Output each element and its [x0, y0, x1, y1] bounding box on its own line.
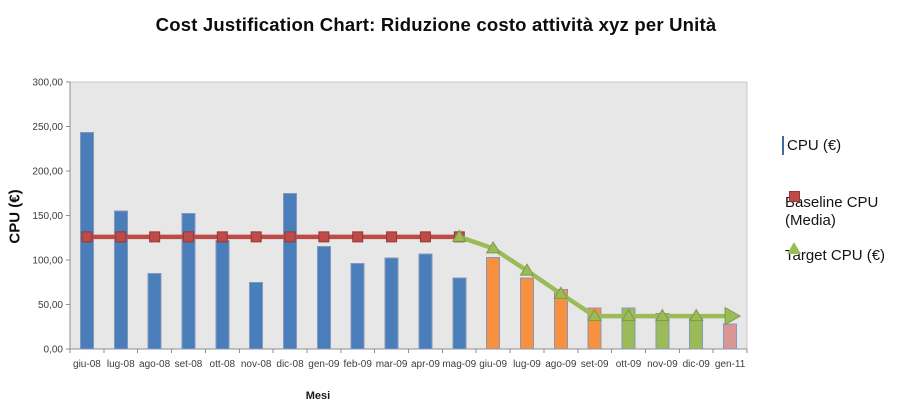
bar-gen-09 — [316, 246, 331, 350]
baseline-marker — [182, 231, 194, 243]
bar-ott-08 — [215, 239, 230, 350]
legend-label-target: Target CPU (€) — [785, 247, 886, 264]
target-marker — [688, 308, 704, 322]
x-tick-label: gen-11 — [715, 359, 746, 370]
bar-feb-09 — [350, 263, 365, 350]
bar-lug-08 — [113, 210, 128, 350]
x-tick-label: ago-08 — [139, 359, 171, 370]
x-tick-label: mar-09 — [376, 359, 408, 370]
x-tick-label: lug-08 — [107, 359, 135, 370]
x-tick-label: ott-08 — [210, 359, 236, 370]
x-tick-label: giu-09 — [479, 359, 507, 370]
x-tick-label: dic-09 — [683, 359, 711, 370]
x-tick-label: nov-09 — [647, 359, 678, 370]
x-tick-label: mag-09 — [442, 359, 476, 370]
y-tick-label: 250,00 — [32, 122, 63, 133]
legend-item-baseline: Baseline CPU (Media) — [782, 191, 915, 230]
x-axis-title: Mesi — [305, 390, 331, 402]
y-tick-label: 200,00 — [32, 167, 63, 178]
baseline-marker — [284, 231, 296, 243]
baseline-marker — [419, 231, 431, 243]
bar-mag-09 — [452, 277, 467, 350]
x-tick-label: set-08 — [175, 359, 203, 370]
y-tick-label: 300,00 — [32, 78, 63, 89]
y-tick-label: 0,00 — [44, 345, 64, 356]
target-marker — [451, 229, 467, 242]
bar-gen-11 — [723, 323, 738, 350]
chart-title: Cost Justification Chart: Riduzione cost… — [155, 14, 717, 35]
bar-apr-09 — [418, 253, 433, 350]
baseline-marker — [216, 231, 228, 243]
bar-mar-09 — [384, 257, 399, 350]
baseline-marker — [318, 231, 330, 243]
x-tick-label: feb-09 — [344, 359, 373, 370]
x-tick-label: apr-09 — [411, 359, 440, 370]
x-tick-label: nov-08 — [241, 359, 272, 370]
target-marker — [553, 286, 569, 299]
bar-lug-09 — [519, 277, 534, 350]
baseline-marker — [352, 231, 364, 243]
y-tick-label: 50,00 — [38, 300, 63, 311]
target-marker — [654, 308, 670, 322]
bar-dic-08 — [283, 192, 298, 350]
y-tick-label: 150,00 — [32, 211, 63, 222]
x-tick-label: dic-08 — [276, 359, 304, 370]
target-marker — [519, 263, 535, 276]
legend-item-target: Target CPU (€) — [782, 242, 886, 265]
target-end-arrow-icon — [724, 306, 742, 326]
x-tick-label: ago-09 — [545, 359, 577, 370]
baseline-marker — [149, 231, 161, 243]
legend-label-baseline: Baseline CPU (Media) — [785, 194, 879, 229]
x-tick-label: lug-09 — [513, 359, 541, 370]
baseline-marker — [115, 231, 127, 243]
plot-background — [69, 81, 748, 350]
target-marker — [485, 240, 501, 254]
x-tick-label: giu-08 — [73, 359, 101, 370]
bar-set-08 — [181, 213, 196, 350]
y-tick-label: 100,00 — [32, 256, 63, 267]
bar-nov-08 — [249, 281, 264, 350]
baseline-marker — [386, 231, 398, 243]
legend-swatch-cpu-icon — [782, 136, 784, 155]
legend-label-cpu: CPU (€) — [787, 137, 842, 154]
baseline-marker — [250, 231, 262, 243]
bar-ago-08 — [147, 272, 162, 350]
baseline-marker — [81, 231, 93, 243]
target-marker — [587, 308, 603, 322]
x-tick-label: ott-09 — [616, 359, 642, 370]
x-tick-label: gen-09 — [308, 359, 340, 370]
target-marker — [621, 308, 636, 322]
bar-giu-09 — [486, 256, 501, 350]
legend-item-cpu: CPU (€) — [782, 136, 842, 155]
x-tick-label: set-09 — [581, 359, 609, 370]
